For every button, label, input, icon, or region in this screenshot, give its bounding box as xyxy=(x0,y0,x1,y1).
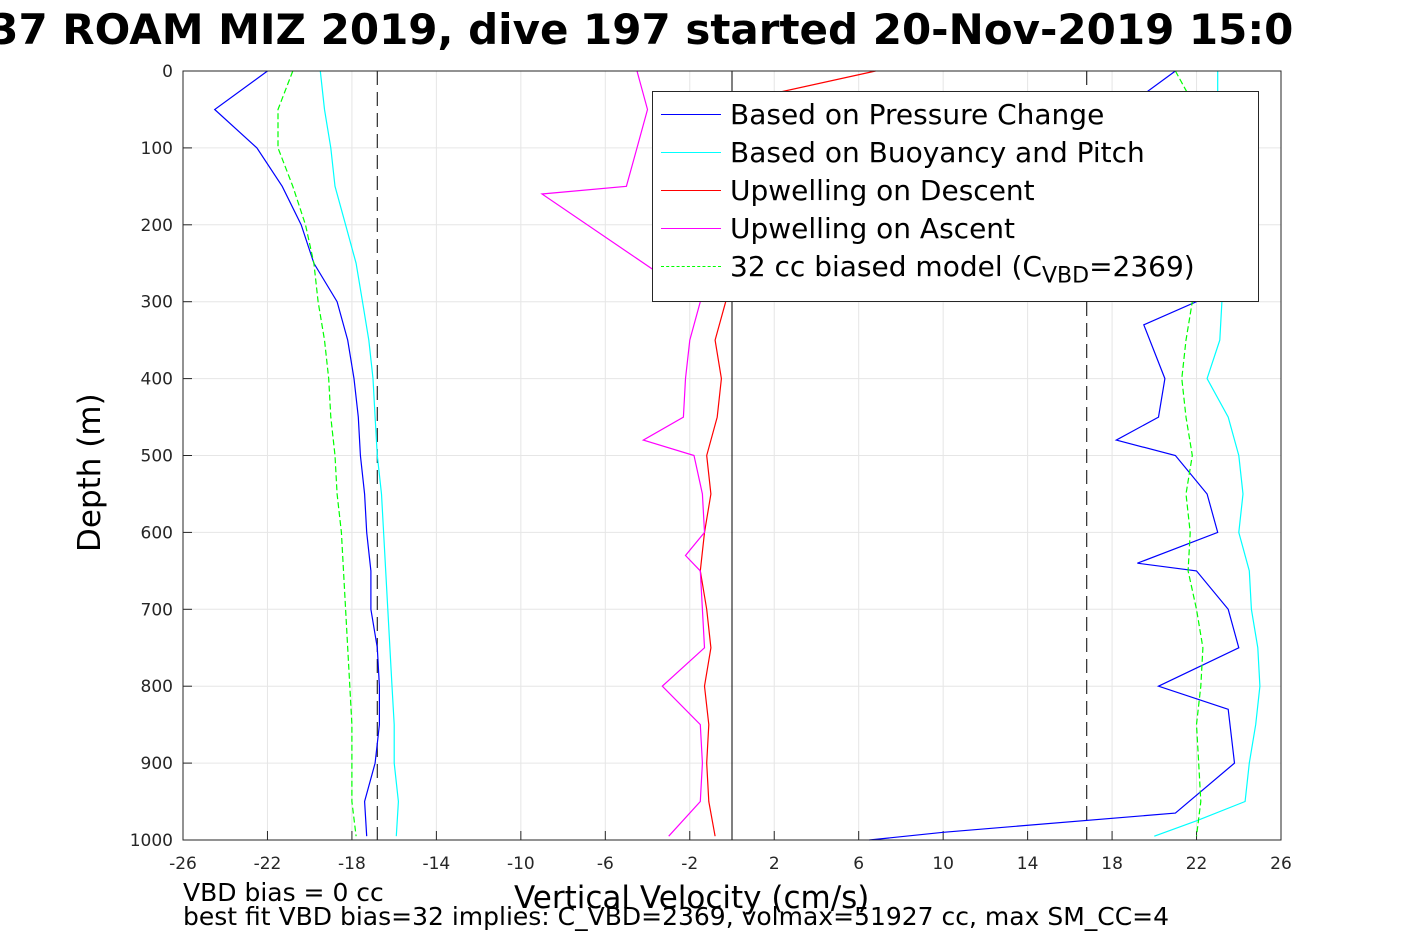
series-line-pressure xyxy=(213,70,380,837)
legend-item-up-descent: Upwelling on Descent xyxy=(653,171,1258,209)
y-tick-label: 600 xyxy=(141,523,173,543)
x-tick-labels: -26 -22 -18 -14 -10 -6 -2 2 6 10 14 18 22 26 xyxy=(169,854,1292,874)
legend-label-model-sub: VBD xyxy=(1041,263,1090,289)
legend-label-pressure: Based on Pressure Change xyxy=(730,98,1105,131)
x-tick-label: -22 xyxy=(254,854,282,874)
legend-label-up-ascent: Upwelling on Ascent xyxy=(730,212,1016,245)
x-tick-label: 6 xyxy=(853,854,864,874)
x-tick-label: -26 xyxy=(169,854,197,874)
y-tick-label: 100 xyxy=(141,139,173,159)
legend-item-buoyancy: Based on Buoyancy and Pitch xyxy=(653,133,1258,171)
series-line-buoyancy xyxy=(319,70,400,837)
y-axis-label: Depth (m) xyxy=(72,393,108,552)
x-tick-label: 22 xyxy=(1186,854,1208,874)
y-tick-label: 0 xyxy=(162,62,173,82)
y-tick-label: 800 xyxy=(141,677,173,697)
series-line-up_ascent xyxy=(540,70,706,837)
x-tick-label: 2 xyxy=(769,854,780,874)
x-tick-label: -2 xyxy=(681,854,698,874)
legend-item-model: 32 cc biased model (CVBD=2369) xyxy=(653,247,1258,289)
legend-label-model-tail: =2369) xyxy=(1089,250,1195,283)
legend-swatch-up-ascent xyxy=(661,228,721,229)
footer-best-fit: best fit VBD bias=32 implies: C_VBD=2369… xyxy=(183,902,1170,931)
x-tick-label: -18 xyxy=(338,854,366,874)
legend-label-up-descent: Upwelling on Descent xyxy=(730,174,1035,207)
x-axis-label: Vertical Velocity (cm/s) xyxy=(514,880,870,916)
y-tick-label: 900 xyxy=(141,754,173,774)
chart-title: 537 ROAM MIZ 2019, dive 197 started 20-N… xyxy=(0,5,1294,54)
legend-swatch-buoyancy xyxy=(661,152,721,153)
legend-label-model: 32 cc biased model (CVBD=2369) xyxy=(730,250,1195,289)
series-line-model xyxy=(277,70,357,837)
legend-swatch-up-descent xyxy=(661,190,721,191)
axes-box xyxy=(182,70,1282,841)
legend-label-model-main: 32 cc biased model (C xyxy=(730,250,1042,283)
x-tick-label: -14 xyxy=(422,854,450,874)
footer-vbd-bias: VBD bias = 0 cc xyxy=(183,878,384,907)
y-tick-label: 300 xyxy=(141,293,173,313)
legend-item-up-ascent: Upwelling on Ascent xyxy=(653,209,1258,247)
x-tick-label: 14 xyxy=(1017,854,1039,874)
series-line-model xyxy=(1174,70,1204,837)
series-line-buoyancy xyxy=(1154,71,1261,837)
legend: Based on Pressure Change Based on Buoyan… xyxy=(652,91,1259,302)
y-tick-label: 400 xyxy=(141,370,173,390)
y-tick-labels: 0 100 200 300 400 500 600 700 800 900 1000 xyxy=(130,62,173,851)
y-tick-label: 700 xyxy=(141,600,173,620)
x-tick-label: 10 xyxy=(932,854,954,874)
y-tick-label: 500 xyxy=(141,447,173,467)
x-tick-label: 26 xyxy=(1270,854,1292,874)
x-tick-label: -10 xyxy=(507,854,535,874)
y-tick-label: 1000 xyxy=(130,831,173,851)
legend-swatch-pressure xyxy=(661,114,721,115)
x-tick-label: 18 xyxy=(1101,854,1123,874)
legend-label-buoyancy: Based on Buoyancy and Pitch xyxy=(730,136,1145,169)
series-line-pressure xyxy=(869,70,1240,841)
y-tick-label: 200 xyxy=(141,216,173,236)
legend-item-pressure: Based on Pressure Change xyxy=(653,95,1258,133)
x-tick-label: -6 xyxy=(597,854,614,874)
legend-swatch-model xyxy=(661,266,721,267)
